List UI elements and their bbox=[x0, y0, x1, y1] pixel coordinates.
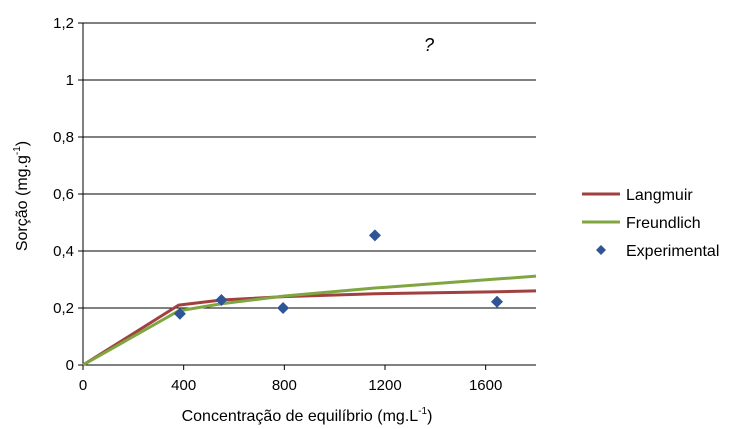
y-tick-labels: 0 0,2 0,4 0,6 0,8 1 1,2 bbox=[53, 15, 74, 374]
legend: Langmuir Freundlich Experimental bbox=[582, 187, 719, 260]
legend-swatch-experimental bbox=[596, 245, 606, 255]
experimental-point-2 bbox=[277, 302, 290, 314]
x-axis-title-end: ) bbox=[427, 408, 432, 425]
series-layer bbox=[82, 229, 537, 367]
freundlich-line bbox=[82, 274, 537, 367]
experimental-point-4 bbox=[490, 295, 503, 308]
annotation-text: ? bbox=[424, 35, 434, 55]
y-tick-label-6: 1,2 bbox=[53, 15, 74, 32]
y-tick-label-2: 0,4 bbox=[53, 243, 74, 260]
gridlines bbox=[83, 22, 536, 309]
x-tick-label-3: 1200 bbox=[368, 377, 401, 394]
y-axis-title: Sorção (mg.g-1) bbox=[12, 141, 31, 251]
y-axis-title-main: Sorção (mg.g bbox=[14, 155, 31, 251]
x-tick-labels: 0 400 800 1200 1600 bbox=[79, 377, 503, 394]
y-tick-label-3: 0,6 bbox=[53, 186, 74, 203]
y-tick-label-4: 0,8 bbox=[53, 129, 74, 146]
y-axis-title-sup: -1 bbox=[12, 146, 23, 155]
x-tick-label-0: 0 bbox=[79, 377, 87, 394]
y-tick-label-5: 1 bbox=[66, 72, 74, 89]
x-axis-title-main: Concentração de equilíbrio (mg.L bbox=[182, 408, 419, 425]
legend-label-experimental: Experimental bbox=[626, 243, 719, 260]
x-tick-label-2: 800 bbox=[272, 377, 297, 394]
legend-label-freundlich: Freundlich bbox=[626, 215, 701, 232]
experimental-point-3 bbox=[368, 229, 381, 242]
x-tick-label-4: 1600 bbox=[469, 377, 502, 394]
y-tick-label-0: 0 bbox=[66, 357, 74, 374]
y-tick-label-1: 0,2 bbox=[53, 300, 74, 317]
axes bbox=[78, 22, 536, 370]
y-axis-title-end: ) bbox=[14, 141, 31, 146]
legend-label-langmuir: Langmuir bbox=[626, 187, 693, 204]
x-tick-label-1: 400 bbox=[171, 377, 196, 394]
x-axis-title: Concentração de equilíbrio (mg.L-1) bbox=[182, 406, 433, 425]
experimental-point-0 bbox=[173, 307, 186, 320]
x-axis-title-sup: -1 bbox=[418, 406, 427, 417]
experimental-point-1 bbox=[215, 294, 228, 307]
